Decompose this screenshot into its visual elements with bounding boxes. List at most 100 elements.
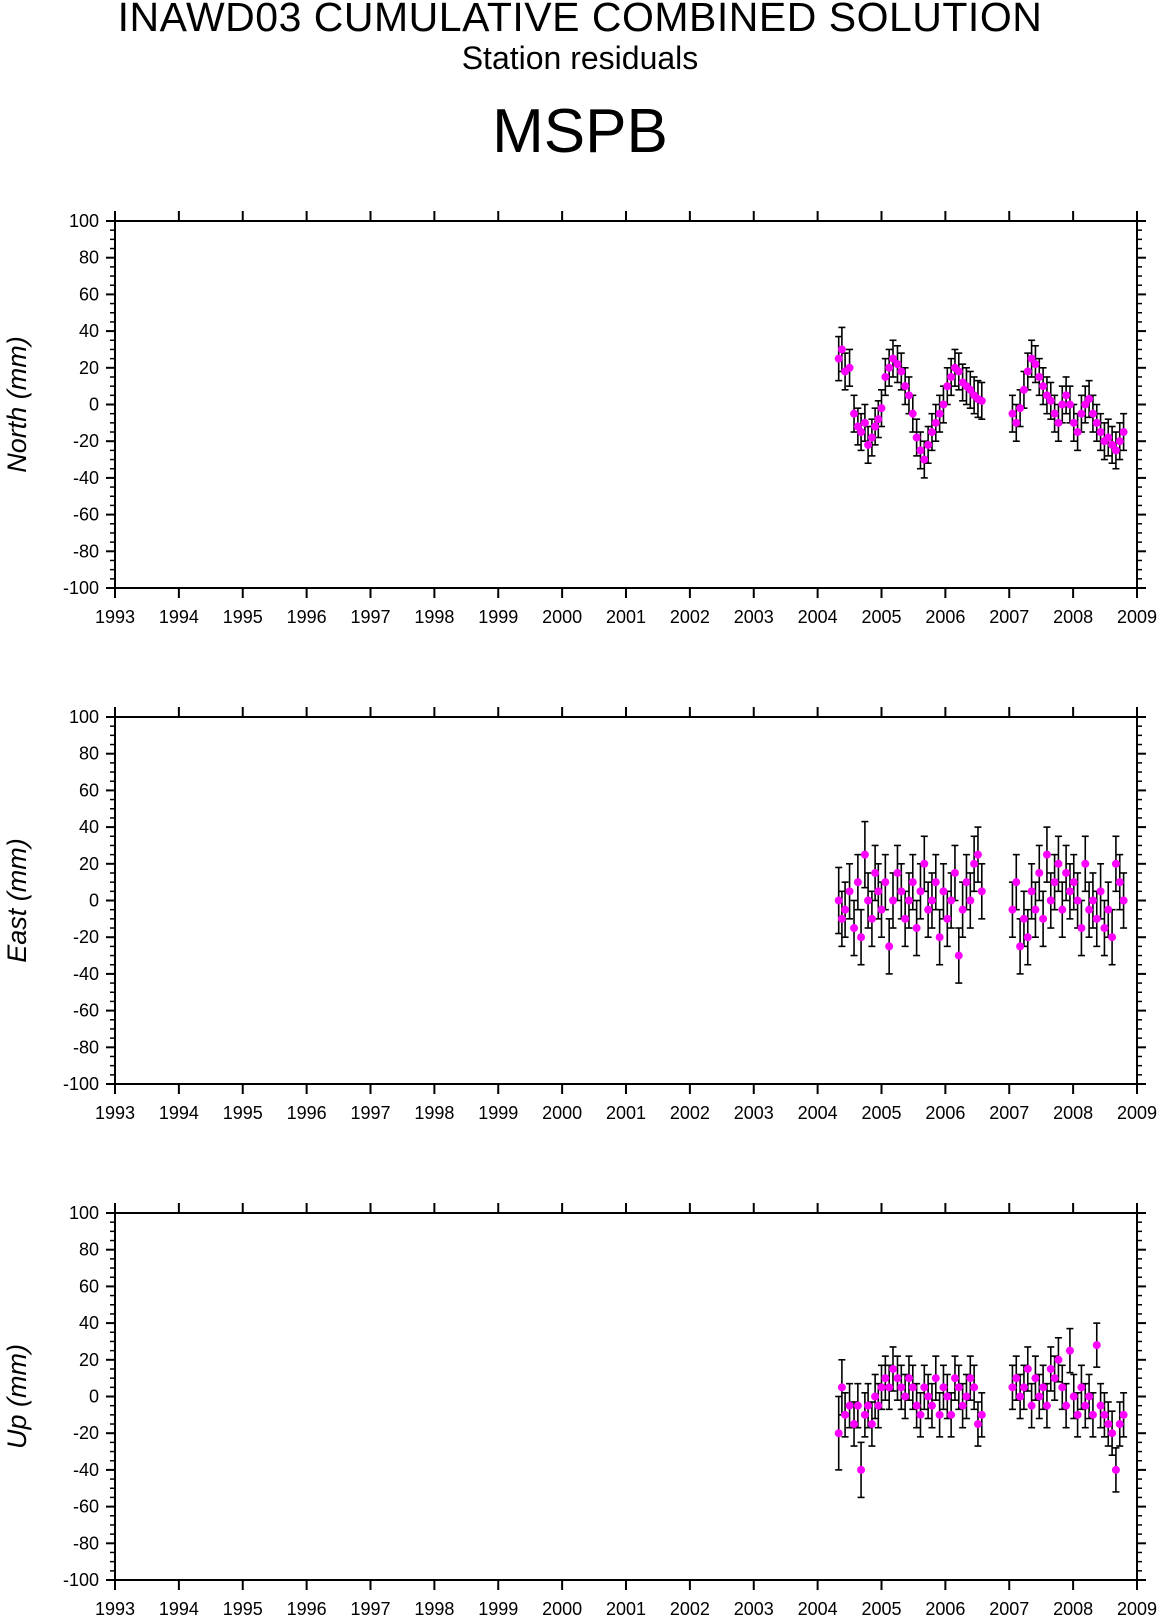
north-point — [1065, 400, 1074, 409]
up-point — [943, 1392, 952, 1401]
east-xtick-label: 1997 — [350, 1103, 390, 1123]
up-plot-frame — [114, 1212, 1138, 1581]
north-xtick-label: 1998 — [414, 607, 454, 627]
north-point — [1096, 428, 1105, 437]
up-point — [1092, 1341, 1101, 1350]
east-point — [1108, 933, 1117, 942]
east-ytick-label: 100 — [69, 707, 99, 727]
east-xtick-label: 2002 — [670, 1103, 710, 1123]
up-ytick-label: -100 — [63, 1570, 99, 1590]
up-point — [1016, 1392, 1025, 1401]
north-point — [834, 354, 843, 363]
north-point — [1104, 433, 1113, 442]
up-point — [888, 1364, 897, 1373]
east-point — [1023, 933, 1032, 942]
east-point — [977, 887, 986, 896]
east-point — [837, 914, 846, 923]
north-point — [1039, 382, 1048, 391]
east-ytick-label: 20 — [79, 854, 99, 874]
north-point — [1019, 385, 1028, 394]
up-point — [1050, 1374, 1059, 1383]
east-point — [970, 859, 979, 868]
east-point — [834, 896, 843, 905]
up-point — [950, 1374, 959, 1383]
up-point — [958, 1401, 967, 1410]
north-point — [897, 367, 906, 376]
north-point — [954, 367, 963, 376]
east-point — [850, 924, 859, 933]
north-point — [977, 396, 986, 405]
up-ytick-label: -40 — [73, 1460, 99, 1480]
east-point — [864, 896, 873, 905]
up-point — [1039, 1383, 1048, 1392]
up-xtick-label: 2007 — [989, 1599, 1029, 1619]
east-ytick-label: 40 — [79, 817, 99, 837]
north-xtick-label: 1993 — [95, 607, 135, 627]
east-ytick-label: -40 — [73, 964, 99, 984]
east-ytick-label: -60 — [73, 1001, 99, 1021]
up-point — [874, 1401, 883, 1410]
north-point — [1046, 396, 1055, 405]
up-point — [853, 1401, 862, 1410]
east-point — [860, 850, 869, 859]
north-point — [874, 415, 883, 424]
east-point — [1019, 914, 1028, 923]
north-xtick-label: 2003 — [734, 607, 774, 627]
up-point — [1069, 1392, 1078, 1401]
east-xtick-label: 2006 — [925, 1103, 965, 1123]
up-point — [1008, 1383, 1017, 1392]
chart-title: INAWD03 CUMULATIVE COMBINED SOLUTION — [117, 0, 1043, 40]
east-point — [888, 896, 897, 905]
up-point — [908, 1383, 917, 1392]
east-point — [845, 887, 854, 896]
east-point — [885, 942, 894, 951]
east-point — [841, 905, 850, 914]
north-point — [860, 418, 869, 427]
east-point — [1104, 905, 1113, 914]
up-point — [920, 1383, 929, 1392]
up-xtick-label: 1998 — [414, 1599, 454, 1619]
east-xtick-label: 2001 — [606, 1103, 646, 1123]
east-point — [943, 914, 952, 923]
east-point — [904, 896, 913, 905]
north-point — [877, 404, 886, 413]
north-point — [1085, 394, 1094, 403]
station-name: MSPB — [492, 97, 668, 166]
up-point — [1088, 1410, 1097, 1419]
up-point — [1027, 1401, 1036, 1410]
north-point — [1016, 404, 1025, 413]
east-point — [1042, 850, 1051, 859]
up-point — [912, 1401, 921, 1410]
east-point — [1058, 905, 1067, 914]
up-point — [834, 1429, 843, 1438]
north-xtick-label: 2005 — [861, 607, 901, 627]
up-point — [867, 1420, 876, 1429]
east-point — [1119, 896, 1128, 905]
up-xtick-label: 1995 — [223, 1599, 263, 1619]
east-point — [1092, 914, 1101, 923]
east-point — [1031, 905, 1040, 914]
north-point — [1111, 446, 1120, 455]
up-ytick-label: 40 — [79, 1313, 99, 1333]
east-point — [954, 951, 963, 960]
north-xtick-label: 1995 — [223, 607, 263, 627]
up-point — [1019, 1383, 1028, 1392]
up-ytick-label: -20 — [73, 1423, 99, 1443]
east-point — [874, 887, 883, 896]
north-point — [947, 372, 956, 381]
up-point — [897, 1383, 906, 1392]
north-ytick-label: 0 — [89, 395, 99, 415]
north-point — [850, 409, 859, 418]
up-point — [1115, 1420, 1124, 1429]
up-point — [1081, 1401, 1090, 1410]
east-point — [912, 924, 921, 933]
up-xtick-label: 2004 — [798, 1599, 838, 1619]
north-panel: 100 80 60 40 20 0 -20 -40 -60 -80 -100 1993 1994 1995… — [2, 211, 1157, 627]
east-point — [1081, 859, 1090, 868]
up-point — [845, 1401, 854, 1410]
north-point — [935, 409, 944, 418]
up-xtick-label: 1997 — [350, 1599, 390, 1619]
up-point — [871, 1392, 880, 1401]
up-ytick-label: -80 — [73, 1533, 99, 1553]
east-point — [1096, 887, 1105, 896]
